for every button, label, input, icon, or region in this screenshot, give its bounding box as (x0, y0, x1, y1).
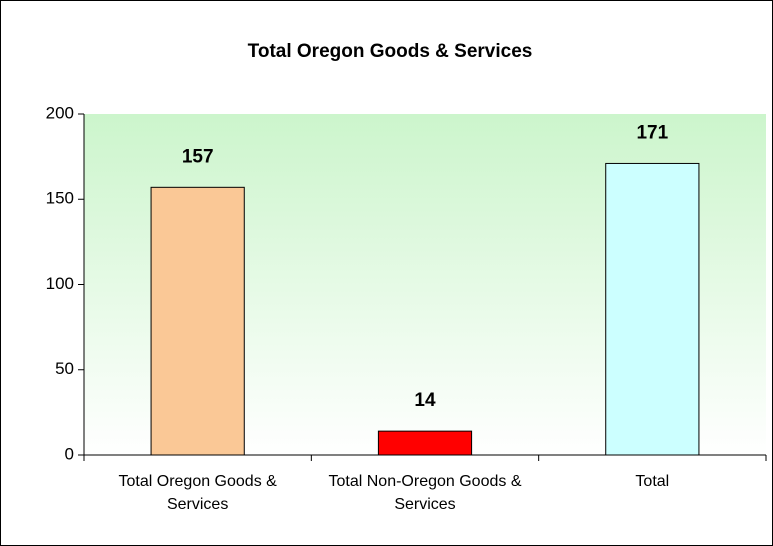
data-label: 171 (636, 122, 668, 143)
x-tick-label: Total Oregon Goods & Services (118, 473, 277, 513)
y-tick-label: 0 (65, 444, 74, 463)
y-tick-label: 100 (46, 274, 74, 293)
x-tick-label: Total (635, 473, 670, 490)
data-label: 157 (182, 146, 214, 167)
x-tick-label: Total Non-Oregon Goods & Services (328, 473, 522, 513)
y-tick-label: 150 (46, 189, 74, 208)
bar (377, 430, 473, 456)
chart-title: Total Oregon Goods & Services (248, 41, 533, 62)
bar (150, 186, 245, 456)
bar (605, 162, 700, 456)
data-label: 14 (414, 390, 436, 411)
y-tick-label: 50 (55, 359, 74, 378)
y-tick-label: 200 (46, 103, 74, 122)
